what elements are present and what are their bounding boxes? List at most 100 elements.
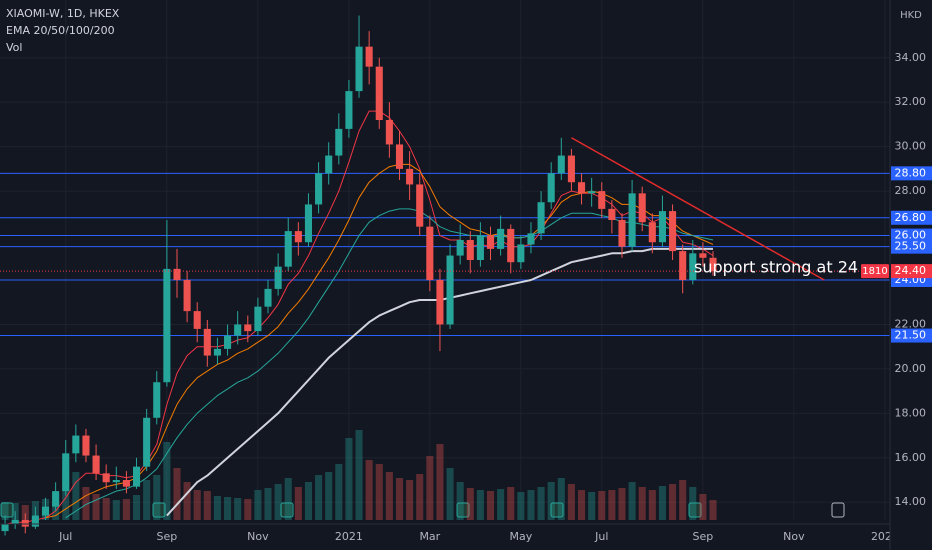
candle-body xyxy=(254,306,262,332)
candle-body xyxy=(92,455,100,474)
volume-bar xyxy=(709,500,717,520)
trend-line xyxy=(571,137,825,281)
candle-body xyxy=(648,222,656,243)
y-tick-label: 22.00 xyxy=(895,317,927,330)
candle-body xyxy=(436,280,444,325)
volume-bar xyxy=(335,464,343,520)
volume-bar xyxy=(699,494,707,520)
candle-body xyxy=(132,466,141,487)
volume-bar xyxy=(234,498,242,520)
candle-body xyxy=(143,417,151,467)
candle-body xyxy=(466,240,474,260)
earnings-icon xyxy=(0,502,14,518)
volume-bar xyxy=(224,497,232,520)
candle-body xyxy=(224,335,232,349)
candle-body xyxy=(62,453,70,492)
volume-bar xyxy=(527,490,535,520)
volume-label: Vol xyxy=(6,41,22,54)
candle-body xyxy=(375,66,383,120)
earnings-icon xyxy=(280,502,294,518)
volume-bar xyxy=(153,475,161,520)
volume-bar xyxy=(315,475,323,520)
candle-body xyxy=(406,168,414,185)
volume-bar xyxy=(669,484,677,520)
x-tick-label: Nov xyxy=(247,530,269,543)
candle-body xyxy=(284,231,292,267)
candle-body xyxy=(385,120,393,145)
volume-bar xyxy=(264,488,272,520)
volume-bar xyxy=(588,492,596,520)
candle-body xyxy=(315,173,323,205)
candle-body xyxy=(588,191,596,194)
event-markers xyxy=(0,502,845,518)
candle-body xyxy=(294,231,302,243)
last-price-label: 24.40 xyxy=(895,264,927,277)
level-label: 28.80 xyxy=(895,166,927,179)
candle-body xyxy=(355,46,363,92)
candle-body xyxy=(679,251,687,280)
volume-bar xyxy=(294,487,302,520)
candle-body xyxy=(163,268,171,383)
volume-bar xyxy=(517,492,525,520)
candle-body xyxy=(628,193,636,247)
volume-bar xyxy=(385,472,393,520)
x-tick-label: Sep xyxy=(693,530,714,543)
y-tick-label: 28.00 xyxy=(895,184,927,197)
volume-bar xyxy=(21,505,29,520)
volume-bar xyxy=(365,460,373,520)
x-tick-label: Mar xyxy=(419,530,440,543)
candle-body xyxy=(345,91,353,129)
y-tick-label: 16.00 xyxy=(895,451,927,464)
level-label: 21.50 xyxy=(895,329,927,342)
candle-body xyxy=(41,506,50,516)
volume-bar xyxy=(648,490,656,520)
candle-body xyxy=(547,173,555,203)
volume-bar xyxy=(122,499,130,520)
candle-body xyxy=(557,155,565,174)
volume-bar xyxy=(173,468,181,520)
last-price-tag xyxy=(891,264,932,279)
level-label: 26.00 xyxy=(895,229,927,242)
candle-body xyxy=(82,435,90,456)
candle-body xyxy=(507,228,515,263)
volume-bar xyxy=(406,480,414,520)
earnings-icon xyxy=(456,502,470,518)
candle-body xyxy=(497,228,505,249)
candle-body xyxy=(446,255,454,325)
level-label: 25.50 xyxy=(895,240,927,253)
candle-body xyxy=(638,193,646,223)
candle-body xyxy=(527,233,535,245)
volume-bar xyxy=(395,478,404,520)
candle-body xyxy=(122,480,130,487)
volume-bar xyxy=(244,499,252,520)
level-tag xyxy=(891,228,932,243)
candle-body xyxy=(689,253,697,280)
candle-body xyxy=(72,435,80,454)
earnings-icon xyxy=(688,502,702,518)
volume-bar xyxy=(608,490,616,520)
volume-bar xyxy=(375,464,383,520)
candle-body xyxy=(31,515,39,527)
volume-bar xyxy=(112,500,120,520)
level-tag xyxy=(891,328,932,343)
volume-bar xyxy=(507,487,515,520)
ema-line xyxy=(4,110,714,525)
candle-body xyxy=(699,253,707,258)
candle-body xyxy=(709,257,717,272)
volume-bar xyxy=(628,482,636,520)
candle-body xyxy=(234,324,242,336)
x-tick-label: Jul xyxy=(58,530,72,543)
volume-bar xyxy=(254,490,262,520)
symbol-tag xyxy=(861,264,889,279)
volume-bar xyxy=(598,491,606,520)
volume-bar xyxy=(466,488,474,520)
volume-bar xyxy=(304,482,313,520)
x-tick-label: May xyxy=(509,530,532,543)
candle-body xyxy=(11,520,19,525)
volume-bar xyxy=(102,498,110,520)
candle-body xyxy=(658,211,666,243)
candle-body xyxy=(608,208,616,220)
y-tick-label: 18.00 xyxy=(895,406,927,419)
